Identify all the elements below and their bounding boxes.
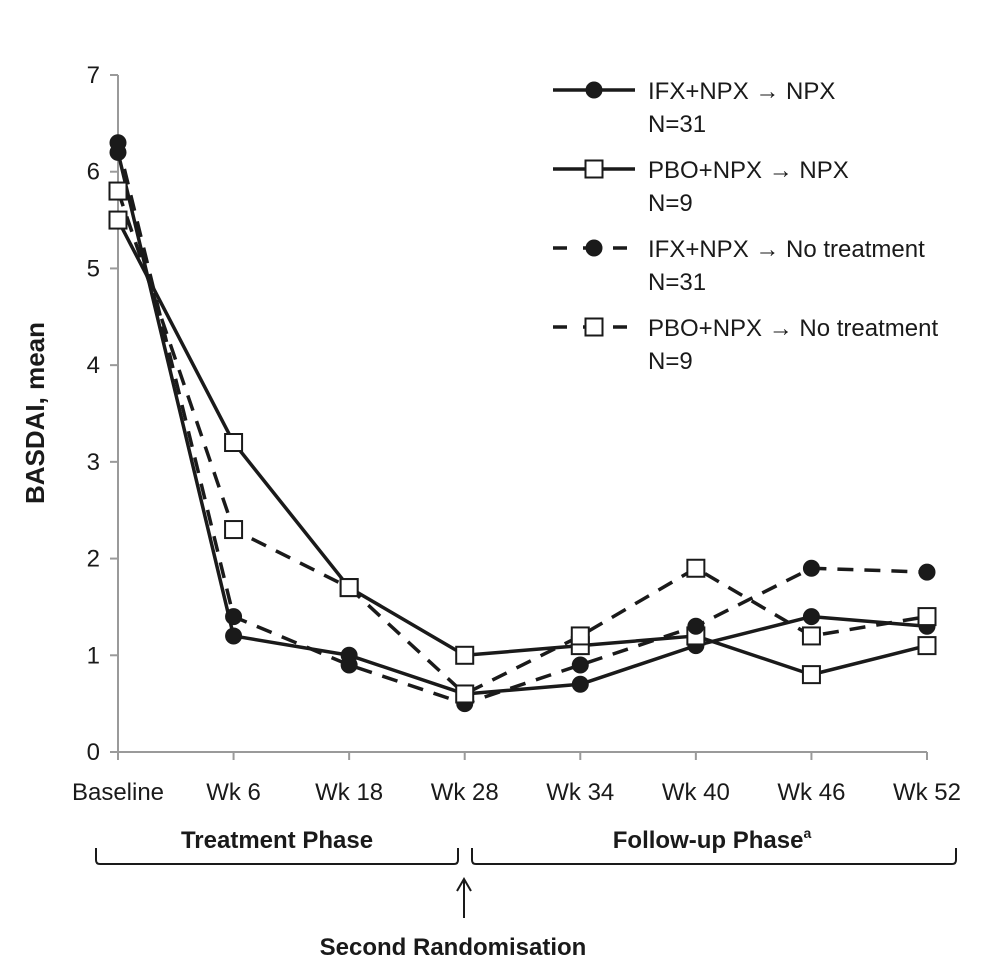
data-point-series-3 <box>571 656 589 674</box>
data-point-series-4 <box>108 181 128 201</box>
x-tick-label: Wk 28 <box>431 779 499 806</box>
randomisation-arrowhead <box>456 877 472 892</box>
data-point-series-2 <box>917 636 937 656</box>
x-tick-label: Wk 6 <box>206 779 261 806</box>
data-point-series-2 <box>224 433 244 453</box>
series-line-2 <box>116 219 928 677</box>
data-point-series-4 <box>801 626 821 646</box>
legend-label-2: PBO+NPX → NPX <box>648 157 849 184</box>
treatment-phase-bracket <box>95 848 459 865</box>
followup-phase-bracket <box>471 848 957 865</box>
y-tick-label: 5 <box>87 255 100 282</box>
y-tick-label: 2 <box>87 546 100 573</box>
series-markers <box>108 134 937 713</box>
legend-n-4: N=9 <box>648 348 693 375</box>
y-tick-label: 4 <box>87 352 100 379</box>
data-point-series-4 <box>339 578 359 598</box>
data-point-series-4 <box>917 607 937 627</box>
x-tick-label: Wk 18 <box>315 779 383 806</box>
y-tick-label: 1 <box>87 642 100 669</box>
legend: IFX+NPX → NPX N=31 PBO+NPX → NPX N=9 IFX+NPX… <box>553 78 938 375</box>
followup-phase-label: Follow-up Phasea <box>613 825 812 854</box>
treatment-phase-label: Treatment Phase <box>181 827 373 854</box>
legend-marker-3 <box>585 239 603 257</box>
legend-n-1: N=31 <box>648 111 706 138</box>
data-point-series-4 <box>686 558 706 578</box>
followup-phase-superscript: a <box>803 825 811 841</box>
followup-phase-text: Follow-up Phase <box>613 827 804 854</box>
x-tick-label: Wk 34 <box>546 779 614 806</box>
data-point-series-3 <box>918 563 936 581</box>
data-point-series-1 <box>225 627 243 645</box>
legend-marker-1 <box>585 81 603 99</box>
y-tick-label: 6 <box>87 159 100 186</box>
x-tick-label: Baseline <box>72 779 164 806</box>
data-point-series-3 <box>109 134 127 152</box>
legend-marker-2 <box>584 159 604 179</box>
legend-marker-4 <box>584 317 604 337</box>
y-axis-label: BASDAI, mean <box>20 322 50 504</box>
y-tick-labels: 0 1 2 3 4 5 6 7 <box>87 62 100 766</box>
x-tick-label: Wk 52 <box>893 779 961 806</box>
data-point-series-3 <box>340 656 358 674</box>
x-tick-labels: Baseline Wk 6 Wk 18 Wk 28 Wk 34 Wk 40 Wk 46 Wk … <box>72 779 961 806</box>
y-tick-label: 0 <box>87 739 100 766</box>
legend-n-2: N=9 <box>648 190 693 217</box>
data-point-series-1 <box>802 608 820 626</box>
data-point-series-2 <box>801 665 821 685</box>
y-tick-label: 3 <box>87 449 100 476</box>
data-point-series-4 <box>224 520 244 540</box>
y-tick-label: 7 <box>87 62 100 89</box>
data-point-series-2 <box>455 645 475 665</box>
data-point-series-1 <box>571 675 589 693</box>
series-line-3 <box>116 142 928 706</box>
data-point-series-2 <box>108 210 128 230</box>
data-point-series-3 <box>802 559 820 577</box>
series-lines <box>116 142 928 706</box>
data-point-series-4 <box>570 626 590 646</box>
data-point-series-3 <box>225 608 243 626</box>
legend-label-4: PBO+NPX → No treatment <box>648 315 938 342</box>
series-line-1 <box>116 151 928 696</box>
legend-label-3: IFX+NPX → No treatment <box>648 236 925 263</box>
legend-label-1: IFX+NPX → NPX <box>648 78 835 105</box>
data-point-series-3 <box>687 617 705 635</box>
x-tick-label: Wk 46 <box>777 779 845 806</box>
x-tick-label: Wk 40 <box>662 779 730 806</box>
legend-n-3: N=31 <box>648 269 706 296</box>
series-line-4 <box>116 190 928 696</box>
randomisation-label: Second Randomisation <box>320 934 587 961</box>
data-point-series-4 <box>455 684 475 704</box>
